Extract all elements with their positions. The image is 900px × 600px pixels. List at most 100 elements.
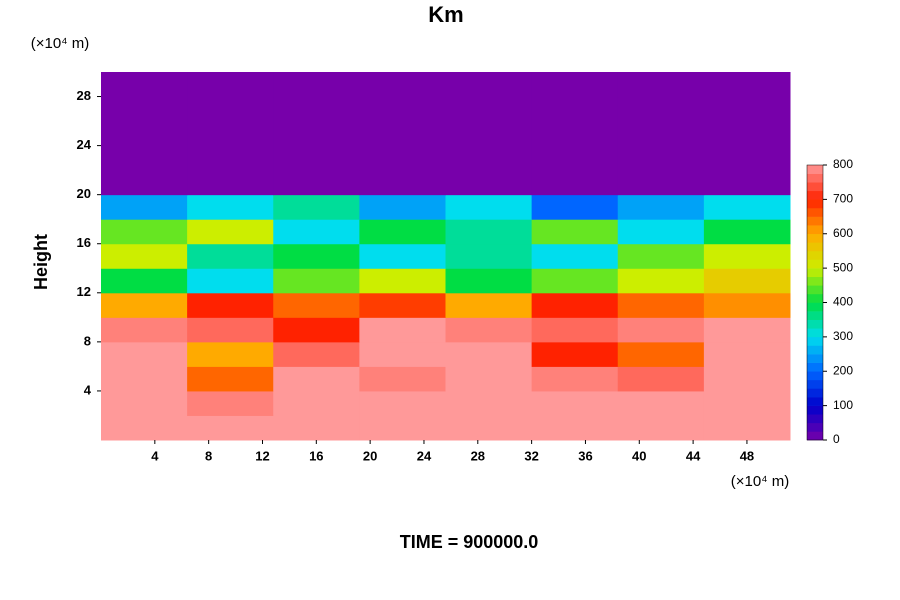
cell [703,415,791,441]
y-tick-label: 4 [84,382,92,397]
cell [101,292,188,318]
colorbar-tick-label: 100 [833,398,853,412]
cell [617,415,705,441]
colorbar-tick-label: 300 [833,329,853,343]
cell [703,292,791,318]
cell [617,292,705,318]
y-tick-label: 12 [77,284,91,299]
cell [445,317,533,343]
y-axis-label: Height [31,234,51,290]
y-unit: (×10⁴ m) [31,35,90,52]
cell [617,121,705,147]
cell [617,390,705,416]
cell [359,268,446,294]
cell [359,341,446,367]
cell [445,219,533,245]
cell [101,145,188,171]
cell [617,219,705,245]
cell [273,170,360,196]
cell [445,243,533,269]
x-tick-label: 36 [578,448,592,463]
cell [531,415,619,441]
x-tick-label: 32 [524,448,538,463]
cell [531,219,619,245]
colorbar-step [807,388,823,398]
cell [101,390,188,416]
cell [187,145,274,171]
colorbar-step [807,242,823,252]
cell [187,292,274,318]
cell [273,72,360,98]
colorbar-step [807,268,823,278]
cell [273,317,360,343]
colorbar-step [807,259,823,269]
cell [273,96,360,122]
colorbar-step [807,302,823,312]
cell [617,170,705,196]
cell [359,243,446,269]
cell [187,72,274,98]
cell [101,366,188,392]
cell [187,121,274,147]
cell [445,145,533,171]
cell [273,145,360,171]
cell [359,390,446,416]
cell [101,341,188,367]
colorbar-step [807,379,823,389]
cell [531,121,619,147]
cell [273,121,360,147]
cell [445,121,533,147]
colorbar-step [807,354,823,363]
colorbar-step [807,285,823,295]
x-unit: (×10⁴ m) [731,473,790,490]
colorbar-step [807,207,823,217]
cell [187,317,274,343]
cell [101,121,188,147]
cell [187,366,274,392]
colorbar-step [807,431,823,441]
chart-title: Km [428,2,463,27]
cell [617,317,705,343]
cell [531,292,619,318]
cell [359,72,446,98]
colorbar-step [807,405,823,415]
cell [445,366,533,392]
colorbar-step [807,233,823,243]
cell [617,366,705,392]
cell [101,219,188,245]
cell [273,243,360,269]
cell [273,366,360,392]
cell [703,72,791,98]
cell [531,366,619,392]
colorbar-step [807,371,823,381]
cell [703,219,791,245]
y-tick-label: 24 [77,137,92,152]
y-tick-label: 28 [77,88,91,103]
colorbar-step [807,397,823,406]
cell [445,72,533,98]
cell [101,72,188,98]
colorbar-step [807,199,823,209]
cell [445,341,533,367]
x-tick-label: 48 [740,448,754,463]
cell [359,170,446,196]
cell [445,194,533,220]
cell [187,341,274,367]
cell [101,268,188,294]
cell [187,390,274,416]
colorbar-step [807,250,823,260]
cell [703,145,791,171]
cell [703,268,791,294]
cell [101,243,188,269]
cell [359,194,446,220]
colorbar-step [807,345,823,355]
cell [531,268,619,294]
colorbar-tick-label: 700 [833,192,853,206]
cell [359,219,446,245]
colorbar-step [807,336,823,346]
colorbar-tick-label: 400 [833,295,853,309]
cell [531,145,619,171]
cell [273,292,360,318]
y-tick-label: 20 [77,186,91,201]
colorbar-tick-label: 600 [833,226,853,240]
